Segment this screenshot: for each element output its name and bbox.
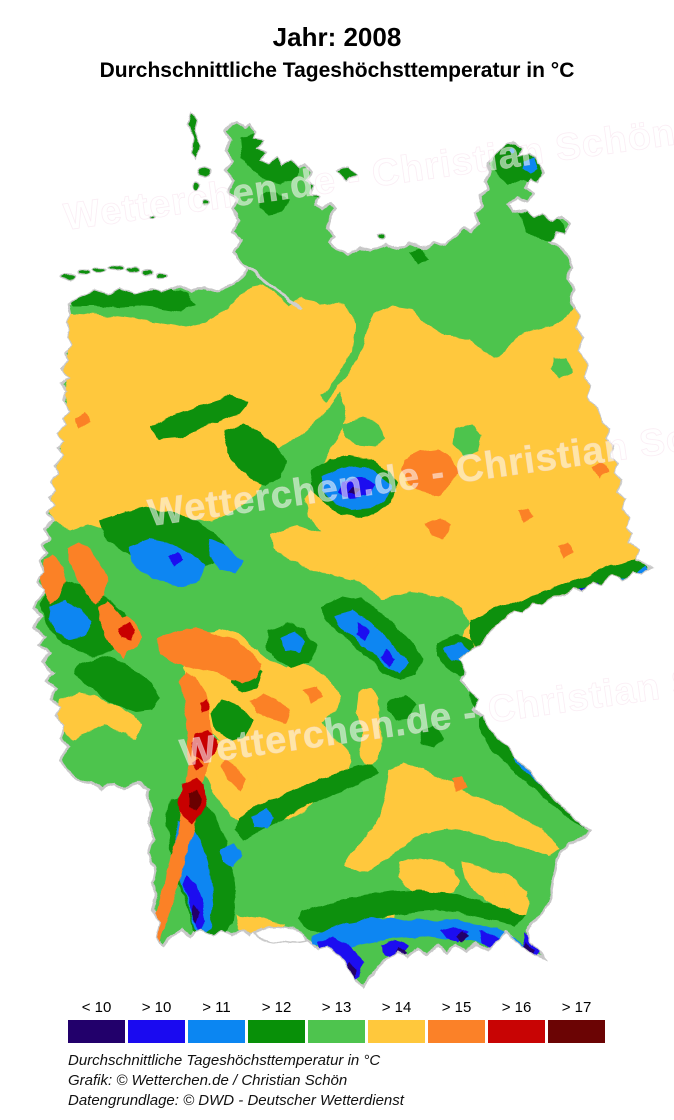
legend-swatch bbox=[488, 1020, 545, 1043]
watermark-text: Wetterchen.de - Christian Schön bbox=[61, 111, 674, 239]
map-zone-gt14 bbox=[48, 248, 650, 938]
legend-swatch bbox=[68, 1020, 125, 1043]
legend-item: < 10 bbox=[68, 998, 125, 1043]
legend-item: > 13 bbox=[308, 998, 365, 1043]
page-title: Jahr: 2008 bbox=[272, 22, 402, 52]
caption-line: Durchschnittliche Tageshöchsttemperatur … bbox=[68, 1052, 381, 1069]
legend-label: > 12 bbox=[261, 999, 292, 1016]
legend-swatch bbox=[428, 1020, 485, 1043]
legend-item: > 17 bbox=[548, 998, 605, 1043]
legend-item: > 12 bbox=[248, 998, 305, 1043]
map-lakes bbox=[510, 147, 538, 174]
legend-item: > 15 bbox=[428, 998, 485, 1043]
page-subtitle: Durchschnittliche Tageshöchsttemperatur … bbox=[99, 59, 575, 82]
legend-label: > 15 bbox=[441, 999, 472, 1016]
legend-label: > 11 bbox=[202, 999, 231, 1016]
legend-item: > 10 bbox=[128, 998, 185, 1043]
header: Jahr: 2008 Durchschnittliche Tageshöchst… bbox=[0, 0, 674, 83]
legend-item: > 14 bbox=[368, 998, 425, 1043]
legend-swatch bbox=[128, 1020, 185, 1043]
legend-label: > 14 bbox=[381, 999, 412, 1016]
caption-line: Datengrundlage: © DWD - Deutscher Wetter… bbox=[68, 1092, 404, 1109]
legend-swatch bbox=[368, 1020, 425, 1043]
legend-label: > 17 bbox=[561, 999, 592, 1016]
legend-swatch bbox=[248, 1020, 305, 1043]
map-zone-gt13-patches bbox=[343, 357, 573, 646]
legend-label: > 13 bbox=[321, 999, 352, 1016]
map-zone-gt17 bbox=[188, 790, 202, 810]
legend-label: > 10 bbox=[141, 999, 172, 1016]
map-land bbox=[31, 112, 653, 989]
map-lake-constance bbox=[254, 926, 310, 944]
legend-swatch bbox=[308, 1020, 365, 1043]
legend-item: > 16 bbox=[488, 998, 545, 1043]
legend-swatch bbox=[548, 1020, 605, 1043]
caption: Durchschnittliche Tageshöchsttemperatur … bbox=[68, 1051, 404, 1111]
caption-line: Grafik: © Wetterchen.de / Christian Schö… bbox=[68, 1072, 348, 1089]
legend-label: > 16 bbox=[501, 999, 532, 1016]
legend-item: > 11 bbox=[188, 998, 245, 1043]
legend-label: < 10 bbox=[81, 999, 112, 1016]
map-islands bbox=[60, 112, 387, 281]
map-river-elbe bbox=[241, 263, 303, 312]
temperature-legend: < 10 > 10 > 11 > 12 > 13 > 14 > 15 > 16 > 17 bbox=[68, 998, 608, 1043]
legend-swatch bbox=[188, 1020, 245, 1043]
